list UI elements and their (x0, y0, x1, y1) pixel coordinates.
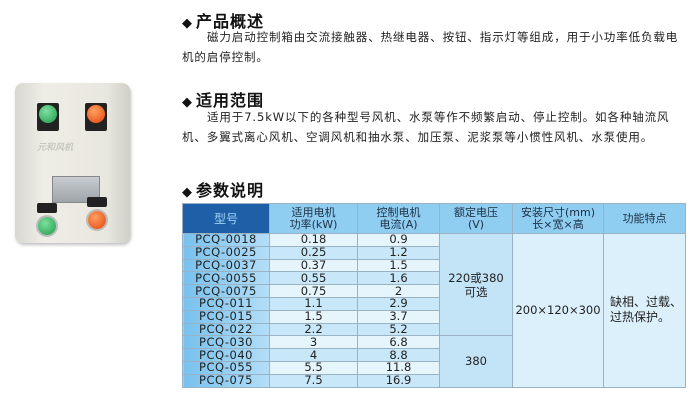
heading-overview: ◆ 产品概述 (182, 8, 264, 32)
cell-model: PCQ-022 (182, 322, 270, 337)
green-start-button (38, 217, 56, 235)
cell-power: 0.55 (269, 271, 358, 286)
parameter-table: 型号 适用电机 功率(kW) 控制电机 电流(A) 额定电压 (V) 安装尺寸(… (182, 203, 686, 388)
cell-power: 0.37 (269, 258, 358, 273)
heading-text: 参数说明 (196, 181, 265, 200)
cell-current: 16.9 (357, 373, 440, 388)
table-header-row: 型号 适用电机 功率(kW) 控制电机 电流(A) 额定电压 (V) 安装尺寸(… (182, 203, 686, 234)
cell-dimensions: 200×120×300 (512, 233, 604, 388)
cell-current: 3.7 (357, 309, 440, 324)
heading-scope: ◆ 适用范围 (182, 87, 264, 111)
cell-current: 0.9 (357, 233, 440, 247)
header-features: 功能特点 (603, 203, 686, 234)
header-current: 控制电机 电流(A) (357, 203, 440, 234)
cell-model: PCQ-011 (182, 296, 270, 311)
cell-power: 1.1 (269, 296, 358, 311)
cell-current: 6.8 (357, 335, 440, 350)
cell-power: 0.18 (269, 233, 358, 247)
cell-power: 5.5 (269, 360, 358, 375)
overview-text: 磁力启动控制箱由交流接触器、热继电器、按钮、指示灯等组成，用于小功率低负载电机的… (182, 30, 679, 64)
table-row: PCQ-040 4 8.8 (182, 348, 686, 362)
diamond-bullet-icon: ◆ (182, 95, 193, 110)
cell-model: PCQ-055 (182, 360, 270, 375)
table-row: PCQ-055 5.5 11.8 (182, 360, 686, 375)
cell-model: PCQ-0075 (182, 284, 270, 298)
cell-model: PCQ-0025 (182, 245, 270, 260)
diamond-bullet-icon: ◆ (182, 185, 193, 200)
cell-current: 1.5 (357, 258, 440, 273)
cell-current: 5.2 (357, 322, 440, 337)
cell-power: 2.2 (269, 322, 358, 337)
scope-text: 适用于7.5kW以下的各种型号风机、水泵等作不频繁启动、停止控制。如各种轴流风机… (182, 110, 670, 144)
cell-model: PCQ-0055 (182, 271, 270, 286)
heading-params: ◆ 参数说明 (182, 177, 264, 201)
table-row: PCQ-030 3 6.8 380 (182, 335, 686, 388)
red-stop-button (88, 211, 106, 229)
cell-current: 1.2 (357, 245, 440, 260)
green-indicator-lamp (39, 105, 57, 123)
cell-current: 1.6 (357, 271, 440, 286)
table-row: PCQ-0025 0.25 1.2 (182, 245, 686, 260)
header-power: 适用电机 功率(kW) (269, 203, 358, 234)
cell-voltage-380: 380 (439, 335, 513, 388)
button-label (87, 197, 107, 207)
cell-power: 0.25 (269, 245, 358, 260)
cell-model: PCQ-0037 (182, 258, 270, 273)
cell-model: PCQ-075 (182, 373, 270, 388)
heading-text: 适用范围 (196, 91, 265, 110)
cell-power: 3 (269, 335, 358, 350)
cell-features: 缺相、过载、 过热保护。 (603, 233, 686, 388)
cell-voltage-optional: 220或380 可选 (439, 232, 513, 337)
table-row: PCQ-0037 0.37 1.5 (182, 258, 686, 273)
control-box-photo: 元和风机 (15, 83, 130, 243)
heading-text: 产品概述 (196, 12, 265, 31)
cell-model: PCQ-030 (182, 335, 270, 350)
table-row: PCQ-0055 0.55 1.6 (182, 271, 686, 286)
cell-power: 1.5 (269, 309, 358, 324)
cell-current: 8.8 (357, 348, 440, 362)
cell-power: 7.5 (269, 373, 358, 388)
header-voltage: 额定电压 (V) (439, 203, 513, 234)
cell-model: PCQ-040 (182, 348, 270, 362)
header-dimensions: 安装尺寸(mm) 长×宽×高 (512, 203, 604, 234)
table-row: PCQ-011 1.1 2.9 (182, 296, 686, 311)
brand-lettering: 元和风机 (37, 143, 74, 153)
button-label (37, 203, 57, 213)
diamond-bullet-icon: ◆ (182, 16, 193, 31)
header-model: 型号 (182, 203, 270, 234)
red-indicator-lamp (87, 105, 105, 123)
table-row: PCQ-0018 0.18 0.9 220或380 可选 200×120×300 … (182, 232, 686, 388)
table-row: PCQ-015 1.5 3.7 (182, 309, 686, 324)
table-row: PCQ-075 7.5 16.9 (182, 373, 686, 388)
